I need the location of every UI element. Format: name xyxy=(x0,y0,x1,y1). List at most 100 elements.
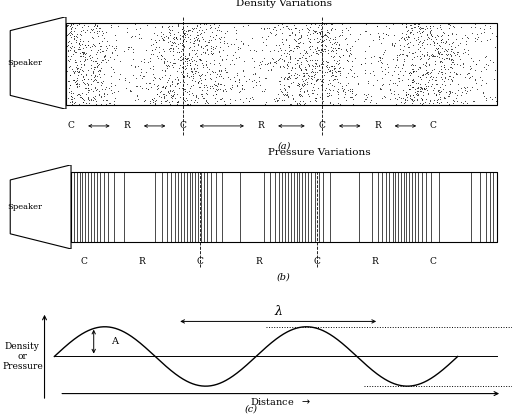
Point xyxy=(193,36,201,43)
Point xyxy=(429,38,437,44)
Point xyxy=(165,23,174,29)
Point xyxy=(79,48,87,55)
Point xyxy=(384,64,392,71)
Point xyxy=(393,57,402,64)
Point xyxy=(414,84,422,91)
Point xyxy=(180,31,188,37)
Text: (c): (c) xyxy=(245,405,257,414)
Point xyxy=(285,72,294,79)
Point xyxy=(401,95,409,102)
Point xyxy=(168,81,176,88)
Point xyxy=(403,28,412,35)
Point xyxy=(372,100,380,107)
Point xyxy=(170,33,178,40)
Point xyxy=(150,30,159,36)
Point xyxy=(178,38,187,44)
Point xyxy=(107,24,115,31)
Point xyxy=(320,38,328,44)
Point xyxy=(393,64,402,71)
Point xyxy=(219,87,227,94)
Point xyxy=(205,37,214,43)
Point xyxy=(429,52,437,59)
Point xyxy=(112,43,120,49)
Point xyxy=(409,84,418,90)
Point xyxy=(460,46,468,52)
Point xyxy=(169,38,177,45)
Point xyxy=(433,24,441,31)
Point xyxy=(447,53,455,59)
Point xyxy=(214,81,222,88)
Point xyxy=(447,56,455,63)
Point xyxy=(72,21,81,28)
Point xyxy=(336,63,344,70)
Point xyxy=(406,29,414,36)
Point xyxy=(99,97,108,104)
Point xyxy=(273,56,282,63)
Point xyxy=(171,75,179,82)
Point xyxy=(323,27,331,34)
Point xyxy=(184,89,192,96)
Point xyxy=(386,77,394,84)
Point xyxy=(62,29,70,36)
Point xyxy=(293,99,301,106)
Point xyxy=(481,66,490,72)
Point xyxy=(401,90,409,97)
Point xyxy=(146,84,155,91)
Point xyxy=(431,77,439,84)
Point xyxy=(197,79,205,86)
Point xyxy=(423,24,431,31)
Point xyxy=(149,99,157,105)
Point xyxy=(182,20,190,27)
Point xyxy=(199,64,207,71)
Point xyxy=(286,75,295,82)
Point xyxy=(404,44,413,51)
Point xyxy=(433,46,441,53)
Point xyxy=(314,24,323,31)
Point xyxy=(475,56,483,63)
Point xyxy=(311,95,319,102)
Point xyxy=(66,31,74,38)
Point xyxy=(289,95,297,102)
Point xyxy=(188,28,196,34)
Point xyxy=(160,59,169,66)
Point xyxy=(173,81,181,88)
Point xyxy=(323,33,331,39)
Point xyxy=(62,98,70,105)
Point xyxy=(333,76,341,82)
Point xyxy=(321,48,329,55)
Point xyxy=(162,98,170,105)
Point xyxy=(452,36,461,43)
Point xyxy=(429,87,437,94)
Point xyxy=(244,22,252,28)
Point xyxy=(450,98,459,105)
Point xyxy=(84,87,93,94)
Point xyxy=(425,70,434,77)
Point xyxy=(70,70,78,76)
Point xyxy=(101,56,110,63)
Point xyxy=(348,42,357,49)
Point xyxy=(420,53,428,59)
Point xyxy=(150,98,159,104)
Point xyxy=(84,23,93,30)
Point xyxy=(164,23,173,30)
Point xyxy=(181,66,189,72)
Point xyxy=(407,70,415,76)
Point xyxy=(220,34,228,41)
Point xyxy=(202,98,210,104)
Point xyxy=(173,68,181,74)
Point xyxy=(285,84,293,91)
Point xyxy=(210,81,218,88)
Point xyxy=(338,32,346,39)
Point xyxy=(415,63,423,70)
Point xyxy=(178,33,187,39)
Point xyxy=(168,27,176,33)
Point xyxy=(438,45,447,52)
Point xyxy=(96,68,104,74)
Point xyxy=(184,26,192,33)
Point xyxy=(440,64,448,71)
Point xyxy=(423,40,431,47)
Point xyxy=(124,43,132,50)
Point xyxy=(408,84,416,91)
Point xyxy=(102,28,111,35)
Point xyxy=(449,23,457,30)
